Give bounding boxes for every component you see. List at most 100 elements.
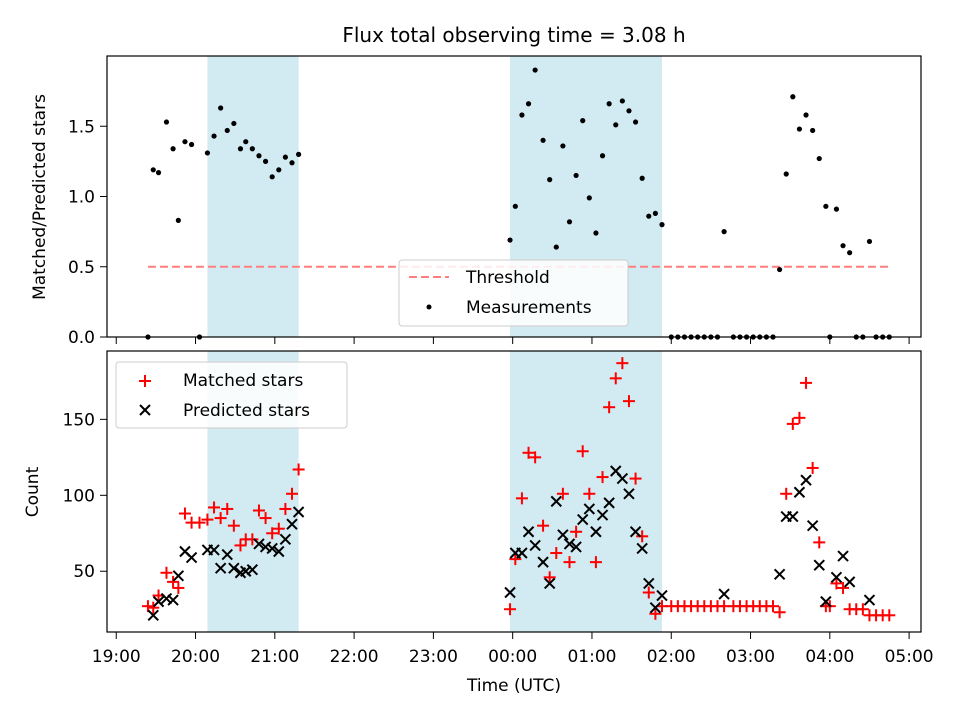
measurement-point <box>646 213 652 219</box>
top-legend: Threshold Measurements <box>398 259 629 327</box>
matched-star-marker <box>208 501 221 514</box>
matched-star-marker <box>167 575 180 588</box>
measurement-point <box>553 244 559 250</box>
x-tick-label: 19:00 <box>92 647 141 667</box>
matched-star-marker <box>616 357 629 370</box>
measurement-point <box>790 94 796 100</box>
predicted-star-marker <box>787 510 799 523</box>
matched-star-marker <box>160 566 173 579</box>
matched-star-marker <box>576 445 589 458</box>
shaded-interval <box>510 351 662 632</box>
measurement-point <box>847 250 853 256</box>
matched-star-marker <box>141 600 154 613</box>
bottom-plot-frame <box>106 350 922 633</box>
matched-star-marker <box>214 512 227 525</box>
measurement-point <box>626 108 632 114</box>
measurement-point <box>540 137 546 143</box>
predicted-star-marker <box>208 544 220 556</box>
predicted-star-marker <box>718 588 730 600</box>
matched-star-marker <box>780 487 793 500</box>
predicted-star-marker <box>543 577 556 590</box>
predicted-star-marker <box>550 495 562 508</box>
measurement-point <box>566 219 573 225</box>
measurement-point <box>652 210 658 216</box>
x-tick-label: 05:00 <box>885 647 934 667</box>
predicted-star-marker <box>563 538 576 550</box>
predicted-star-marker <box>167 594 179 606</box>
predicted-star-marker <box>603 497 615 509</box>
x-tick-label: 21:00 <box>250 647 299 667</box>
matched-star-marker <box>259 512 272 525</box>
measurement-point <box>619 98 625 104</box>
predicted-star-marker <box>577 513 589 526</box>
matched-star-marker <box>830 577 843 590</box>
legend-measurements-label: Measurements <box>466 298 592 318</box>
matched-star-marker <box>813 536 826 549</box>
predicted-star-marker <box>570 541 582 553</box>
measurement-point <box>721 229 727 235</box>
predicted-star-marker <box>228 562 240 574</box>
matched-star-marker <box>193 516 206 529</box>
predicted-star-marker <box>596 509 609 521</box>
top-panel: 0.0 0.5 1.0 1.5 Matched/Predicted stars Thr… <box>30 55 922 348</box>
matched-star-marker <box>504 603 517 616</box>
predicted-star-marker <box>279 533 292 546</box>
legend-matched-swatch <box>139 375 151 387</box>
matched-star-marker <box>837 581 850 594</box>
measurement-point <box>783 171 789 177</box>
measurement-point <box>659 222 665 228</box>
predicted-star-marker <box>522 526 535 538</box>
measurement-point <box>224 127 230 134</box>
predicted-star-marker <box>246 564 259 576</box>
x-tick-label: 23:00 <box>409 647 458 667</box>
matched-star-marker <box>279 502 292 515</box>
bottom-legend-box <box>115 361 348 429</box>
matched-star-marker <box>266 527 279 540</box>
measurement-point <box>218 105 224 111</box>
shaded-interval <box>207 56 299 337</box>
top-legend-box <box>398 259 629 327</box>
measurement-point <box>231 120 237 127</box>
predicted-star-marker <box>537 556 549 568</box>
y-tick-label: 1.0 <box>68 188 95 208</box>
measurement-point <box>256 153 262 159</box>
matched-star-marker <box>583 487 596 500</box>
measurement-point <box>150 167 156 173</box>
measurement-point <box>796 126 803 132</box>
measurement-point <box>289 160 295 166</box>
predicted-star-marker <box>529 539 541 552</box>
predicted-star-marker <box>649 601 662 614</box>
predicted-star-marker <box>773 568 786 580</box>
predicted-star-marker <box>152 595 165 608</box>
predicted-star-marker <box>240 565 252 577</box>
x-tick-label: 03:00 <box>726 647 775 667</box>
bottom-x-ticks: 19:00 20:00 21:00 22:00 23:00 00:00 01:00 02:00… <box>92 632 934 667</box>
measurement-point <box>237 146 244 152</box>
predicted-star-marker <box>800 474 812 486</box>
x-tick-label: 22:00 <box>330 647 379 667</box>
predicted-star-marker <box>286 518 298 530</box>
matched-star-marker <box>272 522 285 535</box>
x-tick-label: 00:00 <box>488 647 537 667</box>
matched-star-marker <box>806 461 819 474</box>
matched-star-marker <box>642 586 655 599</box>
predicted-stars-markers <box>147 465 876 621</box>
measurement-point <box>188 141 195 148</box>
predicted-star-marker <box>863 594 876 606</box>
bottom-y-axis-label: Count <box>23 466 43 517</box>
matched-star-marker <box>556 487 569 500</box>
measurement-point <box>262 158 269 164</box>
measurement-point <box>632 119 639 125</box>
predicted-star-marker <box>160 592 173 605</box>
predicted-star-marker <box>214 562 227 574</box>
matched-star-marker <box>221 502 234 515</box>
matched-star-marker <box>252 504 265 517</box>
predicted-star-marker <box>147 609 159 621</box>
predicted-star-marker <box>516 547 528 559</box>
measurement-point <box>606 101 612 107</box>
predicted-star-marker <box>820 595 832 608</box>
matched-stars-markers <box>141 357 896 622</box>
measurement-point <box>823 203 829 209</box>
